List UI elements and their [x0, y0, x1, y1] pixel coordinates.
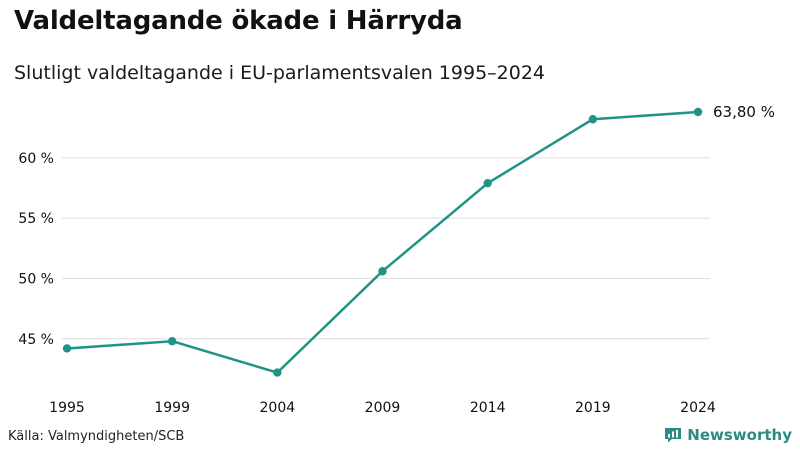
y-axis-tick-labels: 45 % 50 % 55 % 60 %: [18, 151, 54, 348]
data-point[interactable]: [273, 368, 282, 377]
chart-subtitle: Slutligt valdeltagande i EU-parlamentsva…: [14, 62, 546, 84]
y-tick-label: 60 %: [18, 151, 54, 167]
x-tick-label: 2024: [680, 400, 716, 416]
x-tick-label: 2004: [260, 400, 296, 416]
x-tick-label: 2009: [365, 400, 401, 416]
bar-chart-icon: [665, 428, 682, 443]
grid-lines: [62, 157, 710, 340]
x-tick-label: 1999: [154, 400, 190, 416]
data-point[interactable]: [588, 115, 598, 124]
data-point[interactable]: [62, 344, 72, 353]
end-value-label: 63,80 %: [713, 103, 775, 121]
y-tick-label: 55 %: [18, 211, 54, 227]
y-tick-label: 50 %: [18, 271, 54, 287]
source-note: Källa: Valmyndigheten/SCB: [8, 429, 185, 444]
x-tick-label: 2014: [470, 400, 506, 416]
brand-name: Newsworthy: [687, 426, 792, 444]
y-tick-label: 45 %: [18, 332, 54, 348]
x-tick-label: 1995: [49, 400, 85, 416]
brand-logo[interactable]: Newsworthy: [664, 426, 792, 444]
chart-title: Valdeltagande ökade i Härryda: [14, 6, 463, 36]
data-points: [62, 107, 703, 377]
series-line: [65, 110, 700, 374]
data-point[interactable]: [167, 337, 177, 346]
data-point[interactable]: [483, 178, 492, 188]
data-point[interactable]: [378, 267, 387, 276]
x-tick-label: 2019: [575, 400, 611, 416]
x-axis-tick-labels: 1995 1999 2004 2009 2014 2019 2024: [49, 400, 716, 416]
data-point[interactable]: [693, 107, 703, 117]
